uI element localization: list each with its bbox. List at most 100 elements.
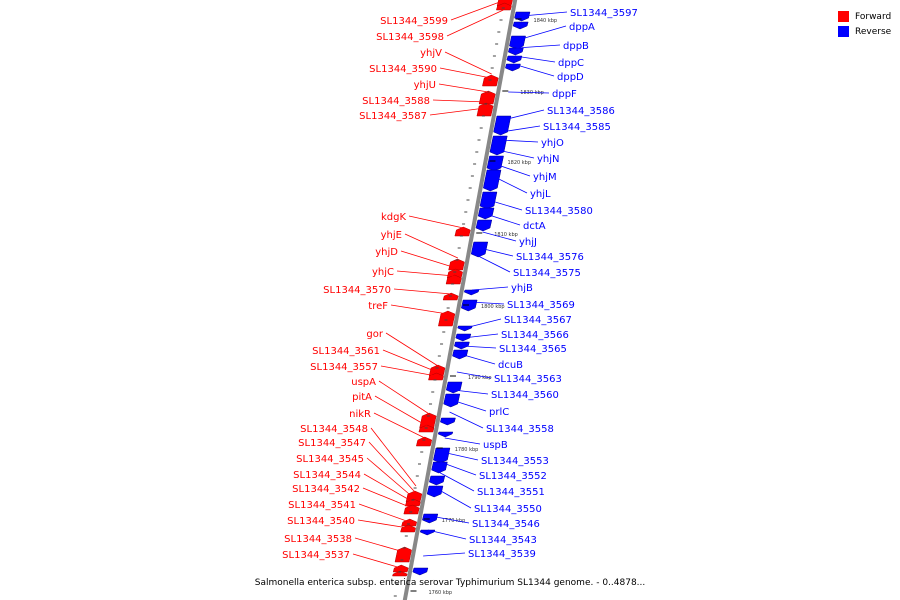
gene-label-yhjj: yhjJ (519, 237, 537, 248)
legend-reverse: Reverse (838, 24, 900, 39)
forward-label: Forward (855, 11, 892, 22)
gene-label-yhju: yhjU (414, 80, 436, 91)
reverse-gene-block-21 (443, 393, 461, 408)
forward-swatch (838, 11, 849, 22)
reverse-gene-block-18 (454, 341, 470, 350)
connector-gor (385, 332, 439, 367)
tick-layer: 1840 kbp 1830 kbp 1820 kbp 1810 kbp 1800 kbp… (393, 7, 557, 597)
forward-gene-block-12 (428, 372, 444, 381)
gene-label-yhjl: yhjL (530, 189, 551, 200)
connector-sl1344-3580 (488, 199, 523, 211)
forward-gene-block-11 (428, 364, 446, 377)
reverse-gene-block-9 (483, 169, 502, 192)
reverse-gene-block-27 (426, 485, 444, 498)
gene-label-sl1344-3560: SL1344_3560 (491, 390, 559, 401)
gene-label-sl1344-3569: SL1344_3569 (507, 300, 575, 311)
gene-label-pita: pitA (352, 392, 372, 403)
gene-label-sl1344-3585: SL1344_3585 (543, 122, 611, 133)
kbp-tick-label: 1810 kbp (494, 232, 518, 238)
connector-uspb (444, 437, 481, 445)
connector-sl1344-3587 (429, 107, 486, 116)
connector-sl1344-3590 (439, 67, 491, 79)
connector-sl1344-3588 (432, 99, 487, 103)
gene-label-sl1344-3540: SL1344_3540 (287, 516, 355, 527)
kbp-tick-label: 1760 kbp (429, 590, 453, 596)
reverse-gene-block-1 (512, 21, 529, 30)
connector-yhjd (400, 250, 457, 269)
gene-label-sl1344-3558: SL1344_3558 (486, 424, 554, 435)
forward-gene-block-8 (445, 274, 462, 285)
connector-sl1344-3575 (478, 255, 511, 273)
gene-label-tref: treF (368, 301, 388, 312)
connector-sl1344-3551 (438, 471, 475, 492)
connector-sl1344-3560 (453, 389, 489, 395)
connector-sl1344-3541 (358, 503, 410, 523)
connector-yhjb (471, 286, 509, 291)
reverse-swatch (838, 26, 849, 37)
legend-forward: Forward (838, 9, 900, 24)
kbp-tick-label: 1830 kbp (520, 90, 544, 96)
reverse-gene-block-22 (440, 417, 456, 426)
connector-sl1344-3569 (469, 301, 505, 305)
gene-label-sl1344-3586: SL1344_3586 (547, 106, 615, 117)
reverse-gene-block-25 (431, 461, 448, 474)
connector-sl1344-3557 (380, 365, 437, 377)
reverse-gene-block-26 (429, 475, 446, 486)
gene-label-uspb: uspB (483, 440, 508, 451)
kbp-tick-label: 1820 kbp (507, 160, 531, 166)
gene-label-dppf: dppF (552, 89, 577, 100)
connector-sl1344-3567 (464, 318, 502, 329)
reverse-gene-block-14 (463, 289, 480, 296)
forward-gene-block-18 (403, 504, 420, 515)
backbone-line (402, 0, 518, 600)
connector-sl1344-3598 (446, 9, 504, 37)
kbp-tick-label: 1790 kbp (468, 375, 492, 381)
gene-label-uspa: uspA (351, 377, 376, 388)
gene-label-sl1344-3587: SL1344_3587 (359, 111, 427, 122)
connector-uspa (378, 380, 430, 415)
connector-sl1344-3544 (363, 473, 414, 503)
connector-sl1344-3547 (368, 441, 416, 493)
gene-label-sl1344-3590: SL1344_3590 (369, 64, 437, 75)
reverse-gene-block-23 (437, 431, 454, 438)
connector-sl1344-3597 (522, 11, 568, 17)
connector-sl1344-3543 (427, 529, 467, 540)
connector-sl1344-3585 (500, 125, 541, 133)
forward-gene-block-20 (400, 524, 416, 533)
reverse-gene-block-20 (445, 381, 463, 394)
connector-pita (374, 395, 428, 427)
reverse-gene-block-13 (470, 241, 489, 258)
gene-label-sl1344-3542: SL1344_3542 (292, 484, 360, 495)
connector-yhjj (482, 231, 517, 242)
gene-label-gor: gor (366, 329, 383, 340)
forward-gene-block-1 (496, 2, 512, 11)
reverse-gene-block-3 (507, 47, 524, 56)
gene-label-sl1344-3544: SL1344_3544 (293, 470, 361, 481)
gene-label-yhjv: yhjV (420, 48, 442, 59)
connector-dcub (460, 353, 496, 365)
forward-gene-block-6 (448, 258, 465, 271)
connector-yhje (404, 233, 458, 259)
gene-label-dcta: dctA (523, 221, 546, 232)
reverse-label: Reverse (855, 26, 892, 37)
gene-label-yhjn: yhjN (537, 154, 560, 165)
gene-label-sl1344-3561: SL1344_3561 (312, 346, 380, 357)
gene-label-dppd: dppD (557, 72, 584, 83)
gene-label-sl1344-3553: SL1344_3553 (481, 456, 549, 467)
connector-sl1344-3553 (442, 451, 479, 461)
gene-label-sl1344-3567: SL1344_3567 (504, 315, 572, 326)
connector-sl1344-3563 (456, 371, 492, 379)
connector-sl1344-3566 (463, 333, 499, 339)
gene-label-sl1344-3539: SL1344_3539 (468, 549, 536, 560)
reverse-gene-block-12 (475, 219, 493, 232)
forward-gene-block-3 (478, 90, 496, 105)
forward-gene-block-22 (392, 564, 409, 573)
connector-sl1344-3545 (366, 457, 415, 499)
gene-label-sl1344-3598: SL1344_3598 (376, 32, 444, 43)
connector-sl1344-3538 (354, 537, 404, 553)
connector-yhjc (396, 270, 455, 277)
forward-gene-block-23 (392, 570, 408, 577)
connector-sl1344-3550 (435, 487, 472, 509)
connector-yhjm (494, 163, 531, 177)
connector-sl1344-3561 (382, 349, 438, 373)
